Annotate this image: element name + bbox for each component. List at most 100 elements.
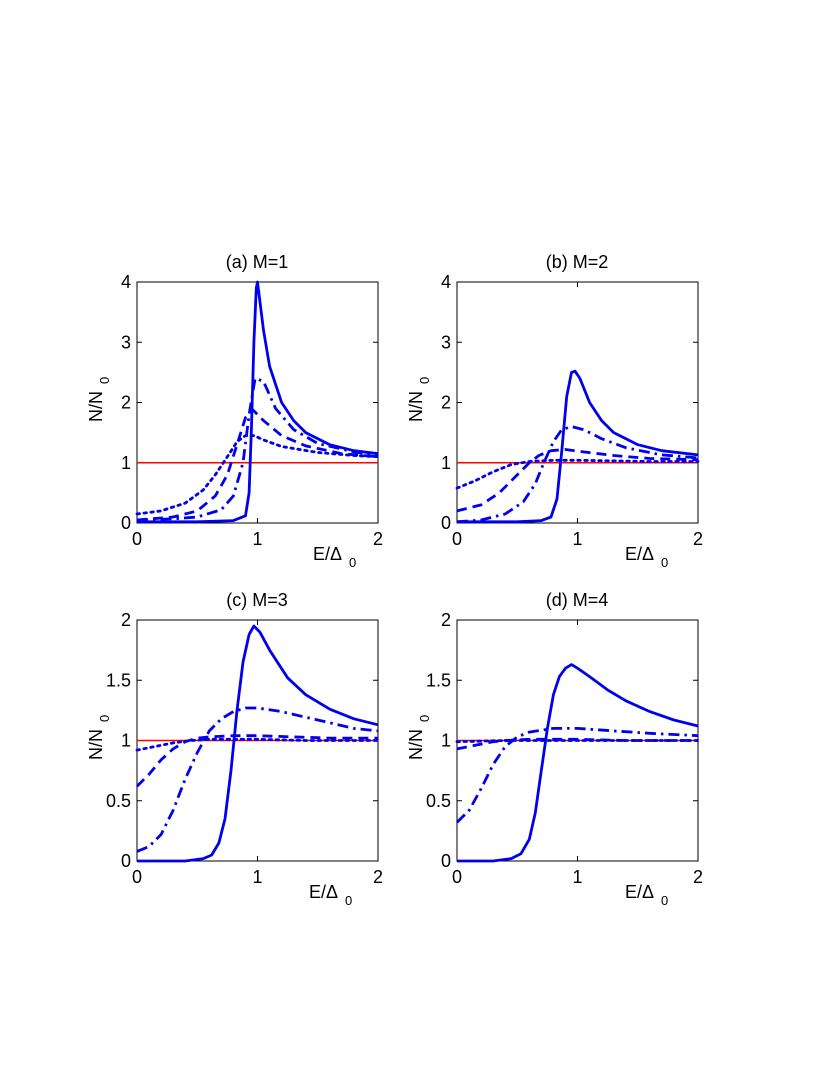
panel-a-ytick-label-0: 0 <box>121 513 131 533</box>
svg-text:N/N: N/N <box>86 391 106 422</box>
panel-c-xtick-label-2: 2 <box>373 867 383 887</box>
panel-d-title: (d) M=4 <box>546 590 609 610</box>
panel-d-curves <box>455 663 700 863</box>
panel-a-xtick-label-1: 1 <box>252 529 262 549</box>
svg-text:E/Δ: E/Δ <box>625 882 654 902</box>
panel-a: (a) M=1 0 1 2 0 1 2 3 4 E/Δ 0 N/N 0 <box>86 252 383 570</box>
panel-d-xtick-label-1: 1 <box>572 867 582 887</box>
panel-a-curves <box>135 280 380 524</box>
panel-a-curve-dash-dot <box>136 377 379 522</box>
panel-c-curve-dash-dot <box>136 706 379 853</box>
panel-b-curve-dotted <box>455 458 700 490</box>
panel-c-ytick-label-4: 2 <box>121 610 131 630</box>
panel-a-title: (a) M=1 <box>226 252 289 272</box>
svg-text:0: 0 <box>417 715 432 722</box>
panel-b-xtick-label-0: 0 <box>452 529 462 549</box>
panel-a-xlabel: E/Δ 0 <box>313 544 356 570</box>
panel-c-ytick-label-0: 0 <box>121 851 131 871</box>
panel-d-ytick-label-0: 0 <box>441 851 451 871</box>
panel-d-curve-dotted <box>455 739 700 744</box>
panel-d-ylabel-sub: 0 <box>417 715 432 722</box>
panel-d-curve-dashed <box>456 737 698 751</box>
panel-a-xtick-label-2: 2 <box>373 529 383 549</box>
svg-text:E/Δ: E/Δ <box>625 544 654 564</box>
panel-b-xlabel-main: E/Δ <box>625 544 654 564</box>
panel-a-xlabel-main: E/Δ <box>313 544 342 564</box>
panel-c-curves <box>135 624 380 863</box>
svg-text:N/N: N/N <box>406 391 426 422</box>
panel-a-ytick-label-1: 1 <box>121 453 131 473</box>
panel-c-ytick-label-3: 1.5 <box>106 670 131 690</box>
svg-text:E/Δ: E/Δ <box>309 882 338 902</box>
panel-d-curve-dash-dot <box>456 727 699 824</box>
svg-text:0: 0 <box>97 715 112 722</box>
panel-c-title: (c) M=3 <box>226 590 288 610</box>
panel-a-xtick-label-0: 0 <box>132 529 142 549</box>
panel-b-curve-solid <box>457 369 699 524</box>
panel-d-xlabel-sub: 0 <box>661 893 668 908</box>
panel-c: (c) M=3 0 1 2 0 0.5 1 1.5 2 E/Δ 0 N/N 0 <box>86 590 383 908</box>
panel-c-curve-solid <box>137 624 379 863</box>
panel-c-curve-dotted <box>135 737 380 752</box>
panel-c-ylabel: N/N 0 <box>86 715 112 760</box>
panel-b: (b) M=2 0 1 2 0 1 2 3 4 E/Δ 0 N/N 0 <box>406 252 703 570</box>
panel-a-frame <box>136 281 379 524</box>
svg-text:0: 0 <box>661 893 668 908</box>
panel-b-curve-dashed <box>456 448 699 513</box>
panel-b-xlabel: E/Δ 0 <box>625 544 668 570</box>
panel-b-ytick-label-0: 0 <box>441 513 451 533</box>
panel-b-ylabel: N/N 0 <box>406 377 432 422</box>
panel-b-ytick-label-1: 1 <box>441 453 451 473</box>
panel-b-title: (b) M=2 <box>546 252 609 272</box>
panel-a-xlabel-sub: 0 <box>349 555 356 570</box>
panel-c-xtick-label-1: 1 <box>252 867 262 887</box>
panel-d-ytick-label-1: 0.5 <box>426 791 451 811</box>
svg-text:0: 0 <box>349 555 356 570</box>
panel-a-ylabel-sub: 0 <box>97 377 112 384</box>
panel-d-ticks: 0 1 2 0 0.5 1 1.5 2 <box>426 610 703 887</box>
panel-b-xlabel-sub: 0 <box>661 555 668 570</box>
panel-d-xtick-label-0: 0 <box>452 867 462 887</box>
panel-b-ytick-label-2: 2 <box>441 393 451 413</box>
panel-b-ticks: 0 1 2 0 1 2 3 4 <box>441 272 703 549</box>
panel-b-curves <box>455 369 700 524</box>
panel-b-xtick-label-2: 2 <box>693 529 703 549</box>
panel-b-ytick-label-4: 4 <box>441 272 451 292</box>
panel-d-xtick-label-2: 2 <box>693 867 703 887</box>
panel-d-curve-solid <box>457 663 699 863</box>
panel-d-xlabel-main: E/Δ <box>625 882 654 902</box>
panel-b-xtick-label-1: 1 <box>572 529 582 549</box>
panel-c-xlabel-sub: 0 <box>345 893 352 908</box>
svg-text:0: 0 <box>97 377 112 384</box>
panel-d-ylabel: N/N 0 <box>406 715 432 760</box>
panel-d-xlabel: E/Δ 0 <box>625 882 668 908</box>
panel-b-ytick-label-3: 3 <box>441 332 451 352</box>
panel-a-curve-dotted <box>135 434 380 516</box>
panel-c-xtick-label-0: 0 <box>132 867 142 887</box>
svg-text:N/N: N/N <box>406 729 426 760</box>
panel-d-ytick-label-3: 1.5 <box>426 670 451 690</box>
panel-c-xlabel-main: E/Δ <box>309 882 338 902</box>
panel-a-ylabel-main: N/N <box>86 391 106 422</box>
panel-a-ylabel: N/N 0 <box>86 377 112 422</box>
panel-b-frame <box>456 281 699 524</box>
panel-c-curve-dashed <box>136 734 378 788</box>
svg-text:0: 0 <box>661 555 668 570</box>
svg-text:0: 0 <box>345 893 352 908</box>
panel-a-curve-dashed <box>136 408 379 522</box>
panel-a-ytick-label-3: 3 <box>121 332 131 352</box>
panel-d: (d) M=4 0 1 2 0 0.5 1 1.5 2 E/Δ 0 N/N 0 <box>406 590 703 908</box>
panel-c-ylabel-sub: 0 <box>97 715 112 722</box>
svg-text:0: 0 <box>417 377 432 384</box>
panel-b-ylabel-sub: 0 <box>417 377 432 384</box>
panel-c-xlabel: E/Δ 0 <box>309 882 352 908</box>
panel-c-ticks: 0 1 2 0 0.5 1 1.5 2 <box>106 610 383 887</box>
panel-d-ylabel-main: N/N <box>406 729 426 760</box>
panel-d-ytick-label-4: 2 <box>441 610 451 630</box>
panel-a-ytick-label-4: 4 <box>121 272 131 292</box>
panel-b-curve-dash-dot <box>456 425 699 524</box>
panel-c-ylabel-main: N/N <box>86 729 106 760</box>
svg-text:E/Δ: E/Δ <box>313 544 342 564</box>
panel-c-ytick-label-2: 1 <box>121 731 131 751</box>
